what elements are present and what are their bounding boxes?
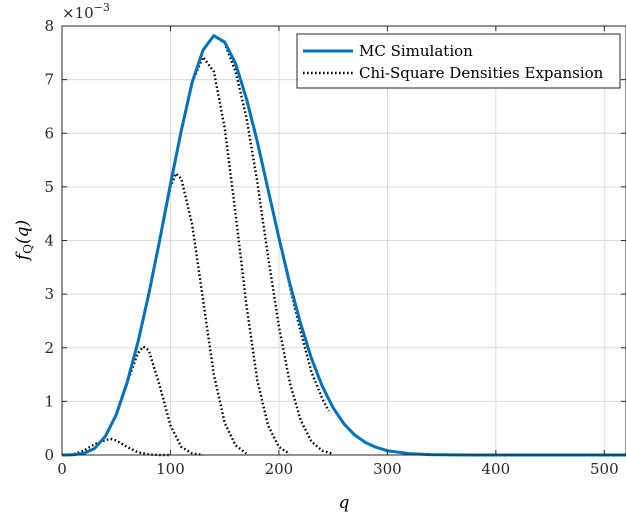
y-axis-label: fQ(q) — [13, 220, 35, 262]
y-tick-label: 5 — [44, 178, 54, 196]
series-line-chi-square-1 — [61, 437, 171, 457]
x-tick-label: 100 — [156, 460, 185, 478]
y-tick-label: 4 — [44, 232, 54, 250]
y-axis-label-main: f — [13, 251, 33, 262]
y-tick-label: 2 — [44, 339, 54, 357]
x-axis-label: q — [339, 493, 350, 513]
y-axis-label-sub: Q — [21, 244, 35, 254]
y-tick-label: 3 — [44, 285, 54, 303]
y-tick-label: 6 — [44, 124, 54, 142]
x-tick-label: 400 — [482, 460, 511, 478]
y-multiplier: ×10−3 — [62, 1, 110, 22]
y-multiplier-exponent: −3 — [94, 1, 110, 14]
legend: MC Simulation Chi-Square Densities Expan… — [296, 33, 621, 89]
legend-label-mc: MC Simulation — [359, 42, 473, 60]
x-tick-label: 500 — [590, 460, 619, 478]
y-tick-label: 1 — [44, 392, 54, 410]
y-tick-label: 7 — [44, 71, 54, 89]
x-tick-label: 300 — [373, 460, 402, 478]
series-line-chi-square-3 — [61, 172, 248, 457]
series-line-mc-simulation — [61, 34, 626, 457]
legend-label-chi: Chi-Square Densities Expansion — [359, 64, 604, 82]
series-layer — [61, 34, 626, 457]
x-tick-label: 200 — [265, 460, 294, 478]
y-tick-label: 8 — [44, 17, 54, 35]
y-axis-label-arg: (q) — [13, 220, 33, 244]
x-tick-label: 0 — [57, 460, 67, 478]
ticks: 0 100 200 300 400 500 0 1 2 3 4 5 6 7 8 — [44, 17, 626, 478]
series-line-chi-square-2 — [61, 345, 204, 457]
legend-box — [296, 33, 621, 89]
y-tick-label: 0 — [44, 446, 54, 464]
